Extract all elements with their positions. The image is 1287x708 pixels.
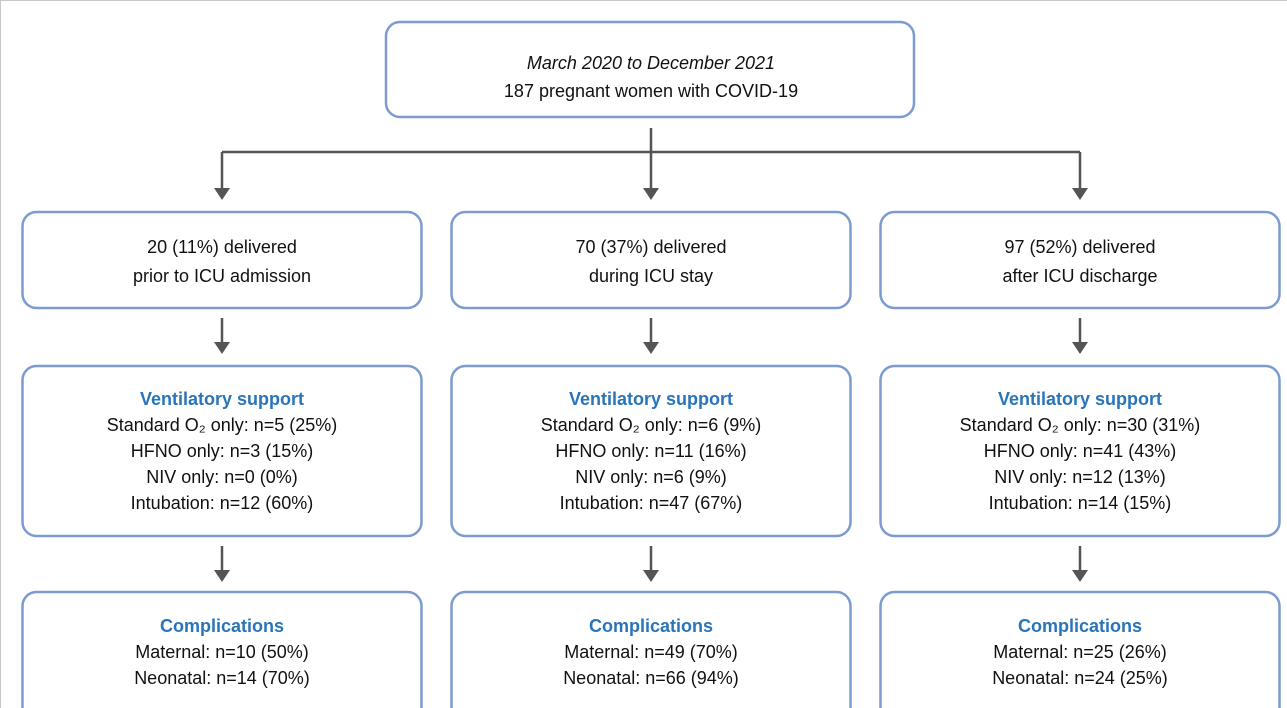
ventilatory-item: HFNO only: n=41 (43%): [984, 441, 1177, 461]
ventilatory-item: Intubation: n=12 (60%): [131, 493, 314, 513]
ventilatory-heading: Ventilatory support: [569, 389, 733, 409]
complications-heading: Complications: [1018, 616, 1142, 636]
ventilatory-box: [450, 364, 852, 538]
complications-heading: Complications: [160, 616, 284, 636]
delivery-label: 70 (37%) delivered: [575, 237, 726, 257]
complications-item: Neonatal: n=66 (94%): [563, 668, 739, 688]
ventilatory-item: NIV only: n=12 (13%): [994, 467, 1166, 487]
delivery-box: [21, 210, 423, 310]
cohort: 187 pregnant women with COVID-19: [504, 81, 798, 101]
ventilatory-item: NIV only: n=0 (0%): [146, 467, 298, 487]
arrow-head: [1072, 570, 1088, 582]
ventilatory-item: Standard O₂ only: n=30 (31%): [960, 415, 1201, 435]
arrow-head: [1072, 188, 1088, 200]
top-box: [384, 20, 916, 119]
ventilatory-box: [879, 364, 1281, 538]
ventilatory-item: NIV only: n=6 (9%): [575, 467, 727, 487]
ventilatory-item: HFNO only: n=3 (15%): [131, 441, 314, 461]
ventilatory-item: Standard O₂ only: n=6 (9%): [541, 415, 762, 435]
ventilatory-item: Standard O₂ only: n=5 (25%): [107, 415, 338, 435]
delivery-box: [879, 210, 1281, 310]
complications-item: Neonatal: n=24 (25%): [992, 668, 1168, 688]
delivery-label: prior to ICU admission: [133, 266, 311, 286]
arrow-head: [1072, 342, 1088, 354]
arrow-head: [643, 570, 659, 582]
ventilatory-heading: Ventilatory support: [998, 389, 1162, 409]
arrow-head: [214, 570, 230, 582]
complications-item: Maternal: n=25 (26%): [993, 642, 1167, 662]
complications-box: [21, 590, 423, 708]
arrow-head: [643, 188, 659, 200]
complications-item: Maternal: n=10 (50%): [135, 642, 309, 662]
delivery-label: 20 (11%) delivered: [147, 237, 297, 257]
ventilatory-item: Intubation: n=47 (67%): [560, 493, 743, 513]
arrow-head: [643, 342, 659, 354]
complications-box: [450, 590, 852, 708]
period: March 2020 to December 2021: [527, 53, 775, 73]
delivery-label: 97 (52%) delivered: [1004, 237, 1155, 257]
complications-heading: Complications: [589, 616, 713, 636]
arrow-head: [214, 188, 230, 200]
ventilatory-item: Intubation: n=14 (15%): [989, 493, 1172, 513]
arrow-head: [214, 342, 230, 354]
ventilatory-item: HFNO only: n=11 (16%): [555, 441, 746, 461]
delivery-label: after ICU discharge: [1002, 266, 1157, 286]
ventilatory-box: [21, 364, 423, 538]
delivery-label: during ICU stay: [589, 266, 713, 286]
complications-item: Neonatal: n=14 (70%): [134, 668, 310, 688]
complications-box: [879, 590, 1281, 708]
complications-item: Maternal: n=49 (70%): [564, 642, 738, 662]
delivery-box: [450, 210, 852, 310]
ventilatory-heading: Ventilatory support: [140, 389, 304, 409]
